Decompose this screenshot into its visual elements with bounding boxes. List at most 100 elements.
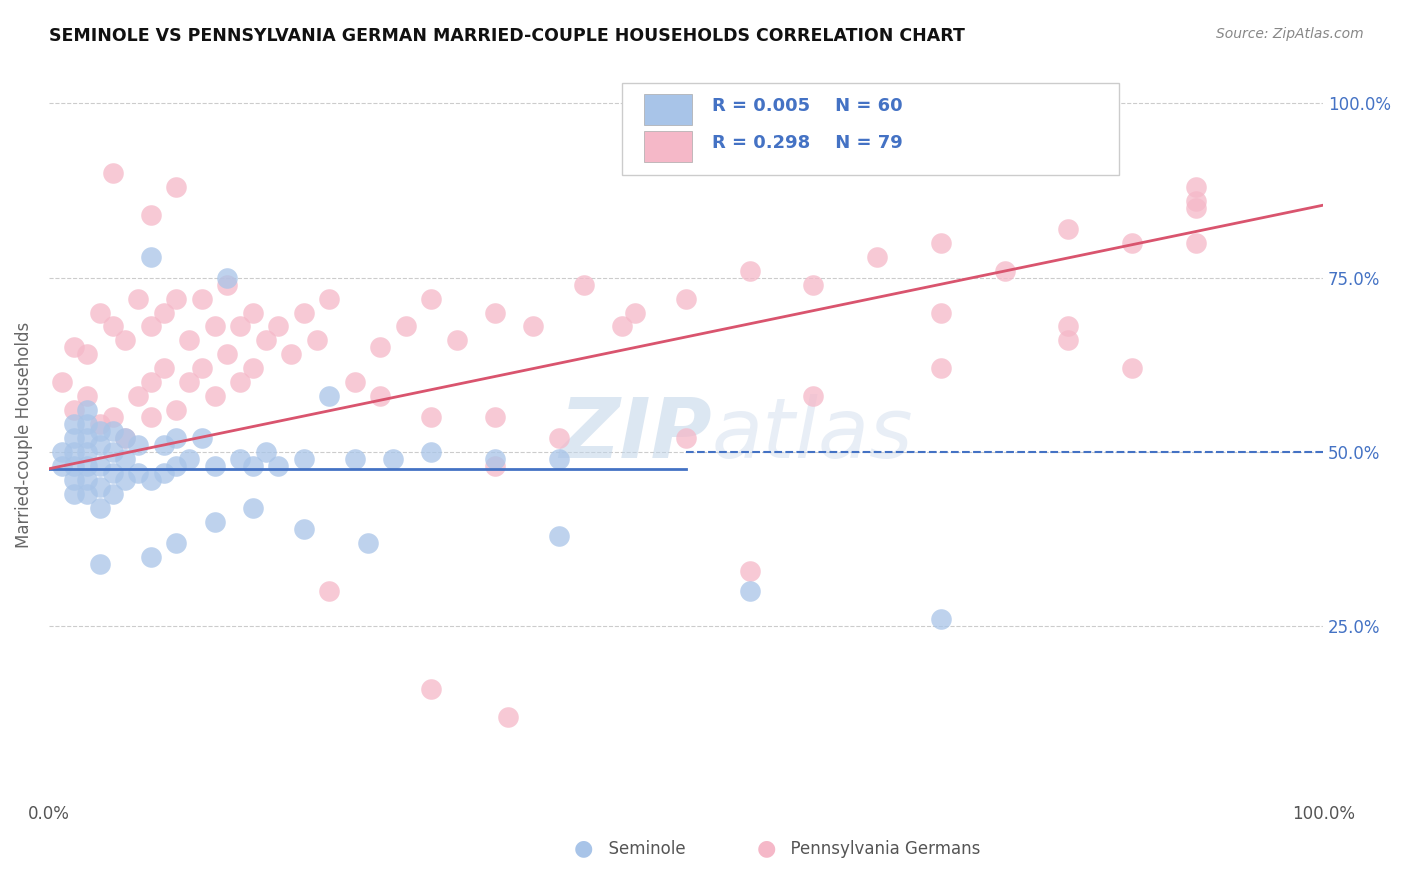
Point	[89, 557, 111, 571]
Point	[217, 347, 239, 361]
Point	[165, 431, 187, 445]
Point	[89, 480, 111, 494]
Point	[217, 270, 239, 285]
Point	[229, 319, 252, 334]
Point	[803, 277, 825, 292]
Point	[101, 319, 124, 334]
Point	[51, 376, 73, 390]
Point	[624, 305, 647, 319]
Point	[165, 403, 187, 417]
Point	[76, 473, 98, 487]
Text: ●: ●	[756, 838, 776, 858]
Point	[89, 417, 111, 431]
Point	[738, 263, 761, 277]
Point	[101, 466, 124, 480]
Point	[89, 305, 111, 319]
Text: R = 0.298    N = 79: R = 0.298 N = 79	[711, 134, 903, 153]
Point	[76, 445, 98, 459]
Point	[152, 305, 174, 319]
Point	[114, 452, 136, 467]
Point	[547, 529, 569, 543]
Point	[165, 535, 187, 549]
Point	[280, 347, 302, 361]
Point	[738, 584, 761, 599]
Point	[395, 319, 418, 334]
Point	[292, 305, 315, 319]
Point	[179, 376, 201, 390]
Point	[292, 522, 315, 536]
Point	[382, 452, 405, 467]
Point	[343, 452, 366, 467]
Point	[51, 445, 73, 459]
Point	[612, 319, 634, 334]
Point	[101, 424, 124, 438]
Point	[139, 208, 162, 222]
Point	[63, 431, 86, 445]
Point	[1184, 180, 1206, 194]
Point	[929, 612, 952, 626]
Point	[89, 500, 111, 515]
Point	[1057, 334, 1080, 348]
Point	[63, 458, 86, 473]
Point	[76, 403, 98, 417]
Point	[76, 347, 98, 361]
FancyBboxPatch shape	[644, 95, 692, 125]
Point	[76, 389, 98, 403]
Point	[76, 417, 98, 431]
Point	[63, 445, 86, 459]
Point	[420, 292, 443, 306]
Point	[496, 710, 519, 724]
Point	[165, 458, 187, 473]
Point	[522, 319, 544, 334]
Point	[76, 487, 98, 501]
Point	[89, 438, 111, 452]
Point	[139, 473, 162, 487]
Point	[866, 250, 889, 264]
Point	[204, 458, 226, 473]
Text: ●: ●	[574, 838, 593, 858]
Point	[229, 376, 252, 390]
Point	[318, 292, 340, 306]
Point	[51, 458, 73, 473]
Point	[994, 263, 1017, 277]
FancyBboxPatch shape	[644, 131, 692, 162]
Point	[242, 500, 264, 515]
Point	[368, 389, 391, 403]
Point	[127, 438, 149, 452]
Point	[165, 180, 187, 194]
Point	[254, 445, 277, 459]
Point	[420, 681, 443, 696]
Point	[179, 452, 201, 467]
Point	[484, 410, 506, 425]
Point	[179, 334, 201, 348]
Point	[1057, 319, 1080, 334]
Point	[305, 334, 328, 348]
Point	[420, 445, 443, 459]
Point	[675, 431, 697, 445]
Point	[484, 458, 506, 473]
Point	[738, 564, 761, 578]
Point	[139, 250, 162, 264]
Point	[63, 340, 86, 354]
Point	[114, 473, 136, 487]
Point	[127, 292, 149, 306]
Point	[318, 389, 340, 403]
Point	[229, 452, 252, 467]
Point	[204, 389, 226, 403]
Y-axis label: Married-couple Households: Married-couple Households	[15, 321, 32, 548]
Point	[242, 305, 264, 319]
Point	[114, 431, 136, 445]
Point	[1184, 235, 1206, 250]
Point	[152, 466, 174, 480]
Point	[139, 319, 162, 334]
Point	[929, 305, 952, 319]
Point	[368, 340, 391, 354]
Point	[929, 361, 952, 376]
Point	[139, 410, 162, 425]
Point	[484, 305, 506, 319]
Point	[292, 452, 315, 467]
Point	[101, 166, 124, 180]
Point	[63, 487, 86, 501]
Point	[165, 292, 187, 306]
Point	[191, 361, 214, 376]
